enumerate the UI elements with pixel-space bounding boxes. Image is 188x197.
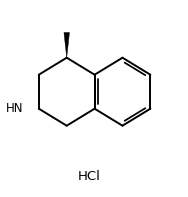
Text: HN: HN bbox=[6, 102, 23, 115]
Text: HCl: HCl bbox=[78, 170, 101, 183]
Polygon shape bbox=[64, 33, 70, 58]
